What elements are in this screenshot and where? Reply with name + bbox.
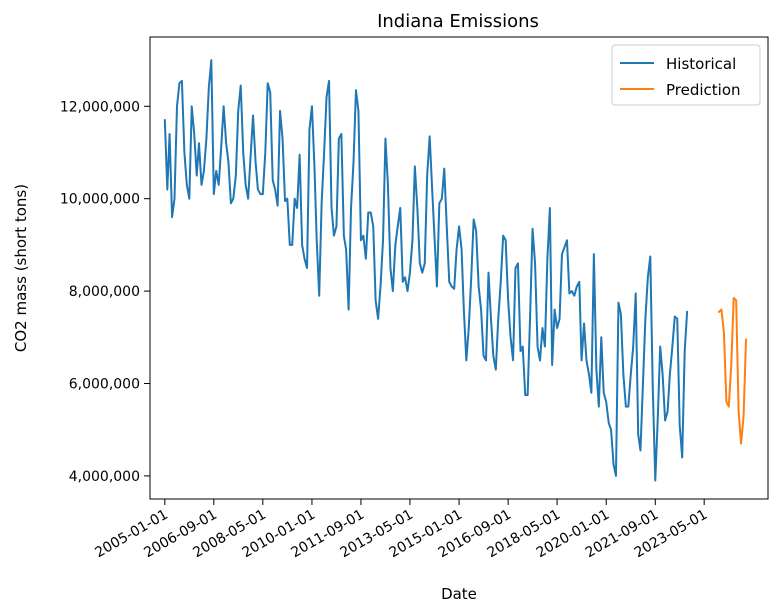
y-axis-title: CO2 mass (short tons) (12, 184, 30, 352)
chart-title: Indiana Emissions (377, 11, 539, 32)
y-tick-label: 4,000,000 (69, 469, 140, 485)
y-tick-label: 12,000,000 (60, 99, 140, 115)
x-axis-title: Date (441, 585, 477, 603)
y-axis: 4,000,000 6,000,000 8,000,000 10,000,000 12,… (60, 99, 150, 485)
plot-frame (149, 36, 769, 500)
series-line-historical (163, 59, 689, 482)
y-tick-label: 6,000,000 (69, 377, 140, 393)
legend-historical-label: Historical (666, 55, 736, 73)
y-tick-label: 8,000,000 (69, 284, 140, 300)
series-line-prediction (717, 297, 748, 445)
legend-prediction-label: Prediction (666, 81, 741, 99)
y-tick-label: 10,000,000 (60, 192, 140, 208)
legend: Historical Prediction (611, 44, 761, 106)
plot-area (163, 59, 748, 482)
